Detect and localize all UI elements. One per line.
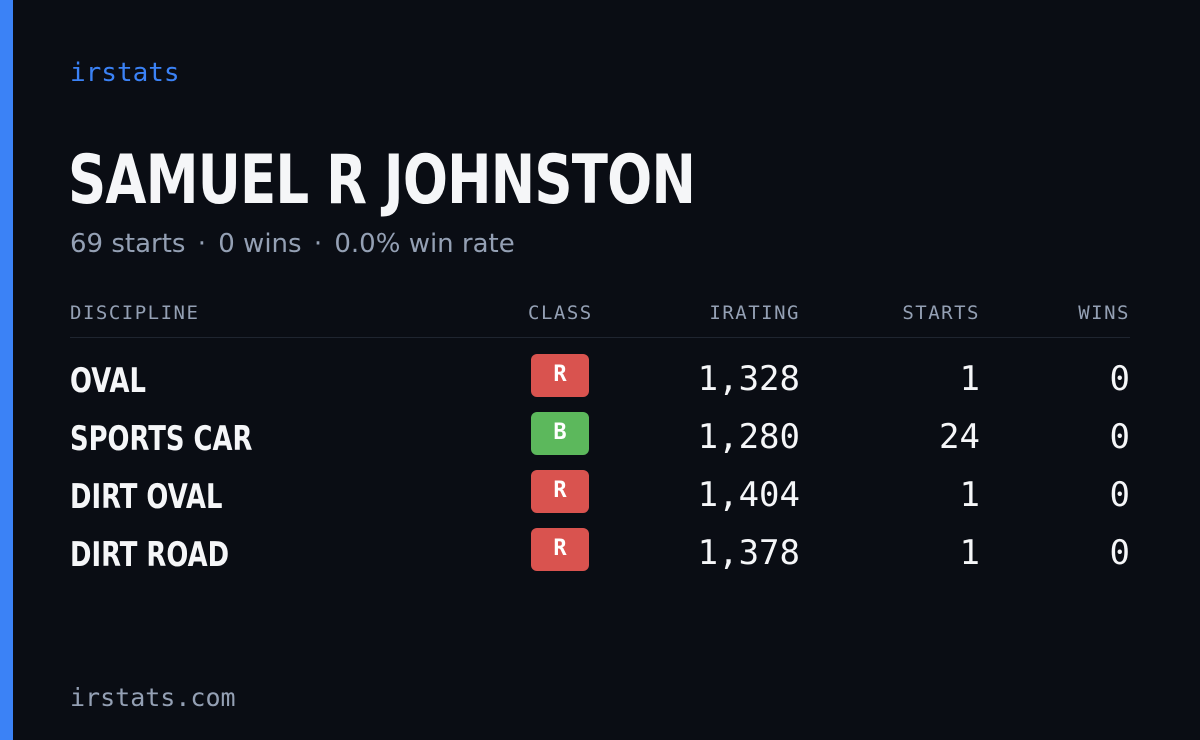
- column-header-wins: WINS: [1078, 302, 1130, 324]
- column-header-irating: IRATING: [709, 302, 800, 324]
- class-badge: R: [531, 354, 589, 397]
- discipline-name: SPORTS CAR: [70, 419, 253, 459]
- wins-value: 0: [1109, 417, 1130, 457]
- discipline-name: OVAL: [70, 361, 146, 401]
- table-row: DIRT OVAL R 1,404 1 0: [0, 470, 1200, 528]
- wins-value: 0: [1109, 359, 1130, 399]
- table-row: SPORTS CAR B 1,280 24 0: [0, 412, 1200, 470]
- discipline-name: DIRT ROAD: [70, 535, 230, 575]
- wins-value: 0: [1109, 475, 1130, 515]
- column-header-class: CLASS: [528, 302, 593, 324]
- summary-separator: ·: [313, 229, 323, 259]
- table-row: DIRT ROAD R 1,378 1 0: [0, 528, 1200, 586]
- summary-win-rate: 0.0% win rate: [334, 229, 515, 259]
- wins-value: 0: [1109, 533, 1130, 573]
- starts-value: 1: [959, 359, 980, 399]
- class-badge: R: [531, 528, 589, 571]
- column-header-starts: STARTS: [902, 302, 980, 324]
- table-row: OVAL R 1,328 1 0: [0, 354, 1200, 412]
- starts-value: 1: [959, 475, 980, 515]
- footer-site-url: irstats.com: [70, 683, 236, 712]
- summary-separator: ·: [197, 229, 206, 259]
- accent-bar: [0, 0, 13, 740]
- class-badge: B: [531, 412, 589, 455]
- irating-value: 1,280: [697, 417, 800, 457]
- driver-name: SAMUEL R JOHNSTON: [68, 141, 696, 220]
- class-badge: R: [531, 470, 589, 513]
- summary-wins: 0 wins: [218, 229, 302, 259]
- starts-value: 24: [939, 417, 980, 457]
- starts-value: 1: [959, 533, 980, 573]
- irating-value: 1,404: [697, 475, 800, 515]
- irating-value: 1,328: [697, 359, 800, 399]
- summary-starts: 69 starts: [70, 229, 186, 259]
- irating-value: 1,378: [697, 533, 800, 573]
- column-header-discipline: DISCIPLINE: [70, 302, 200, 324]
- discipline-name: DIRT OVAL: [70, 477, 223, 517]
- header-divider: [70, 337, 1130, 338]
- brand-logo-text: irstats: [70, 58, 180, 88]
- driver-summary: 69 starts · 0 wins · 0.0% win rate: [70, 226, 515, 262]
